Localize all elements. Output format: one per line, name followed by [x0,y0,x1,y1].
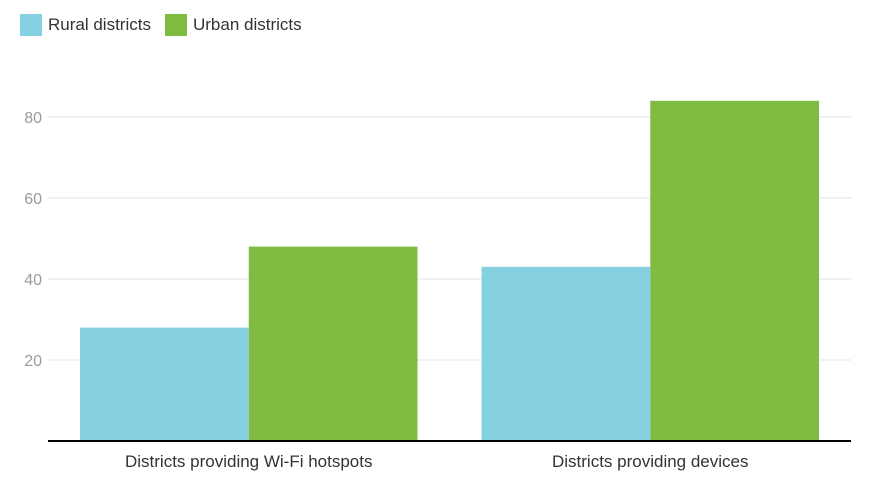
legend-label-urban: Urban districts [192,15,302,34]
legend-swatch-rural [20,14,42,36]
x-category-label-1: Districts providing devices [552,452,749,471]
y-tick-label-40: 40 [24,272,42,289]
bar-rural-1 [481,266,651,441]
legend-item-urban: Urban districts [164,14,302,36]
legend-item-rural: Rural districts [20,14,151,36]
bar-urban-1 [650,100,819,442]
bar-rural-0 [80,327,249,441]
x-category-label-0: Districts providing Wi-Fi hotspots [125,452,373,471]
legend-label-rural: Rural districts [48,15,151,34]
y-tick-label-20: 20 [24,353,42,370]
legend-swatch-urban [164,14,187,36]
bar-urban-0 [248,246,418,441]
y-tick-label-60: 60 [24,191,42,208]
y-tick-label-80: 80 [24,110,42,127]
chart-legend: Rural districts Urban districts [20,14,302,36]
